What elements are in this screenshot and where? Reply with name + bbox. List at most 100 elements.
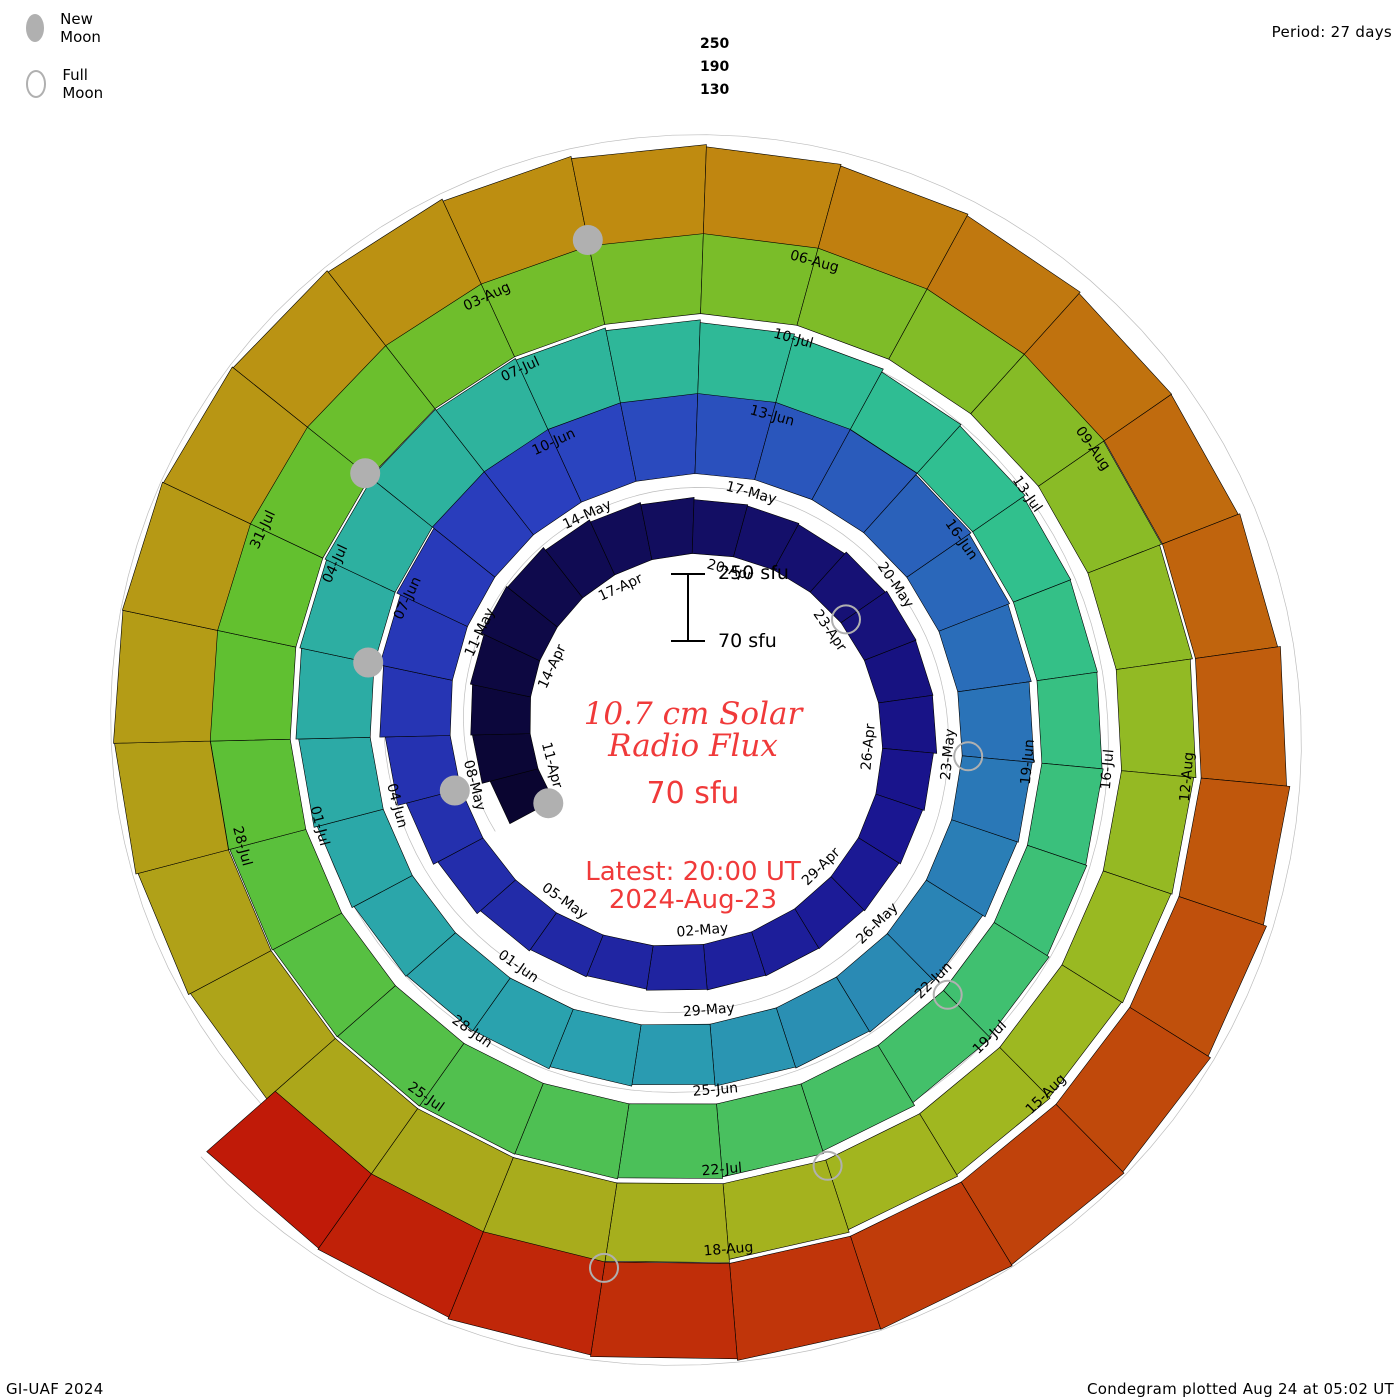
flux-bar [703,146,842,249]
flux-bar [545,519,616,599]
flux-bar [232,270,387,428]
flux-bar [957,681,1035,763]
flux-bar [442,156,590,285]
flux-bar [875,748,934,811]
flux-bar [571,144,707,247]
flux-bar [1102,770,1195,895]
flux-bars [113,144,1291,1361]
flux-bar [1038,440,1163,574]
flux-bar [480,586,558,662]
latest-block: Latest: 20:00 UT 2024-Aug-23 [0,858,1386,914]
flux-bar [1087,544,1193,670]
flux-bar [878,695,938,754]
legend-new-moon-label: New Moon [60,10,101,46]
flux-bar [1061,870,1172,1004]
chart-title-line1: 10.7 cm Solar [583,696,803,732]
date-label: 16-Jul [1098,748,1118,790]
flux-bar [836,933,933,1033]
flux-bar [327,198,482,347]
flux-bar [163,366,308,525]
flux-bar [858,793,924,865]
flux-bar [733,505,800,571]
flux-bar [645,944,708,991]
date-label: 23-May [938,728,959,781]
flux-bar [926,215,1081,355]
flux-bar [447,1231,606,1356]
flux-bar [317,1173,484,1318]
new-moon-marker [350,458,381,489]
flux-bar [729,1235,881,1361]
full-moon-marker [953,741,984,772]
ring-scale-250: 250 [700,36,730,52]
flux-bar [691,499,749,558]
flux-bar [206,1090,372,1249]
legend-full-moon-label: Full Moon [62,66,104,102]
chart-title-line2: Radio Flux [608,728,778,764]
flux-bar [916,425,1026,533]
date-label: 26-Apr [858,723,878,771]
flux-bar [850,1181,1013,1330]
full-moon-marker [932,979,963,1010]
flux-bar [697,322,795,403]
ring-scale-130: 130 [700,82,730,98]
scale-top-label: 250 sfu [718,562,789,584]
full-moon-marker [812,1150,843,1181]
flux-bar [906,533,1011,632]
date-label: 12-Aug [1177,751,1198,802]
footer-credit: GI-UAF 2024 [6,1380,104,1398]
flux-bar [1013,579,1098,682]
flux-bar [605,319,701,404]
new-moon-marker [353,647,384,678]
full-moon-marker [831,604,861,635]
date-label: 29-May [682,1000,735,1020]
flux-bar [1023,292,1173,442]
period-label: Period: 27 days [1271,23,1392,41]
latest-date: 2024-Aug-23 [608,885,778,915]
flux-bar [794,876,865,950]
date-label: 02-May [676,920,729,940]
legend-new-moon: New Moon [26,10,111,46]
date-label: 19-Jun [1018,738,1038,785]
ring-scale-190: 190 [700,59,730,75]
flux-bar [886,879,984,982]
flux-bar [775,976,870,1069]
flux-bar [590,1261,738,1360]
flux-bar [703,931,767,991]
flux-bar [951,755,1033,843]
full-moon-icon [26,70,47,98]
new-moon-marker [439,775,470,806]
flux-bar [590,502,653,576]
flux-bar [863,474,972,578]
footer-plotted: Condegram plotted Aug 24 at 05:02 UT [1086,1380,1394,1398]
date-label: 25-Jun [692,1080,739,1100]
date-label: 22-Jul [701,1160,743,1179]
flux-bar [925,819,1018,918]
flux-bar [370,408,485,528]
new-moon-icon [26,14,45,42]
new-moon-marker [572,225,603,255]
flux-bar [435,358,549,473]
chart-title: 10.7 cm Solar Radio Flux [0,698,1386,762]
flux-bar [640,497,695,561]
flux-bar [863,639,934,704]
flux-bar [1115,658,1197,778]
date-label: 18-Aug [703,1239,754,1259]
flux-bar [121,481,251,631]
flux-bar [938,603,1032,693]
flux-bar [849,371,962,474]
flux-bar [775,335,884,430]
flux-bar [507,547,584,628]
new-moon-marker [533,788,564,819]
full-moon-marker [589,1252,619,1283]
flux-bar [830,837,900,912]
flux-bar [751,908,820,977]
flux-bar [515,327,621,430]
flux-bar [709,1007,796,1087]
legend-full-moon: Full Moon [26,66,111,102]
scale-bar [671,573,705,642]
scale-bottom-label: 70 sfu [718,630,777,652]
flux-bar [840,590,917,661]
flux-bar [817,165,969,290]
latest-time: Latest: 20:00 UT [585,857,801,887]
